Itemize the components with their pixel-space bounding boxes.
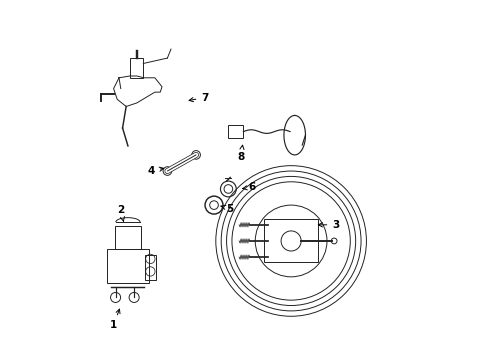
Bar <box>227 125 243 138</box>
Text: 8: 8 <box>237 145 244 162</box>
Bar <box>114 226 141 249</box>
Text: 7: 7 <box>189 93 208 103</box>
Text: 2: 2 <box>117 206 124 221</box>
Bar <box>107 249 148 283</box>
Text: 1: 1 <box>110 309 120 330</box>
Text: 5: 5 <box>221 204 233 214</box>
Bar <box>144 255 155 280</box>
Text: 3: 3 <box>318 220 339 230</box>
Circle shape <box>191 150 200 159</box>
Text: 4: 4 <box>147 166 163 176</box>
Bar <box>264 220 317 262</box>
Bar <box>130 58 143 78</box>
Circle shape <box>163 167 171 175</box>
Text: 6: 6 <box>242 182 255 192</box>
